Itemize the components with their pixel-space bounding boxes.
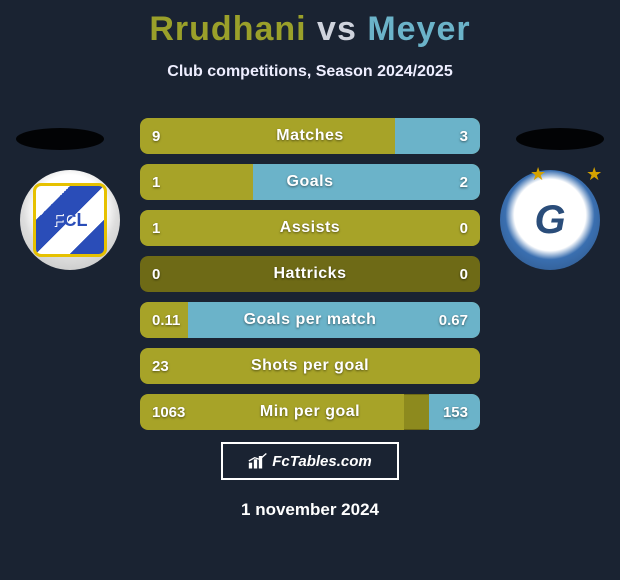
stat-row: 23Shots per goal <box>140 348 480 384</box>
title-right: Meyer <box>367 10 470 48</box>
subtitle: Club competitions, Season 2024/2025 <box>0 63 620 81</box>
stat-row: 0.110.67Goals per match <box>140 302 480 338</box>
club-badge-left: FCL <box>20 170 120 270</box>
badge-shadow-right <box>516 128 604 150</box>
stat-label: Goals per match <box>140 302 480 338</box>
badge-shadow-left <box>16 128 104 150</box>
club-badge-left-text: FCL <box>33 183 107 257</box>
stat-row: 12Goals <box>140 164 480 200</box>
stat-row: 1063153Min per goal <box>140 394 480 430</box>
chart-icon <box>248 452 268 470</box>
stat-label: Shots per goal <box>140 348 480 384</box>
stat-label: Matches <box>140 118 480 154</box>
club-badge-right-stars-icon: ★★ <box>490 164 610 185</box>
club-badge-right: ★★ G <box>500 170 600 270</box>
title-left: Rrudhani <box>149 10 306 48</box>
stat-label: Goals <box>140 164 480 200</box>
footer-brand: FcTables.com <box>221 442 399 480</box>
stat-row: 10Assists <box>140 210 480 246</box>
stat-label: Min per goal <box>140 394 480 430</box>
stat-row: 00Hattricks <box>140 256 480 292</box>
footer-brand-text: FcTables.com <box>272 453 371 470</box>
club-badge-right-text: G <box>534 198 565 243</box>
stat-label: Hattricks <box>140 256 480 292</box>
comparison-bars: 93Matches 12Goals 10Assists 00Hattricks 0.11… <box>140 118 480 440</box>
footer-date: 1 november 2024 <box>0 500 620 520</box>
stat-row: 93Matches <box>140 118 480 154</box>
title-vs: vs <box>317 10 357 48</box>
page-title: Rrudhani vs Meyer <box>0 0 620 49</box>
stat-label: Assists <box>140 210 480 246</box>
